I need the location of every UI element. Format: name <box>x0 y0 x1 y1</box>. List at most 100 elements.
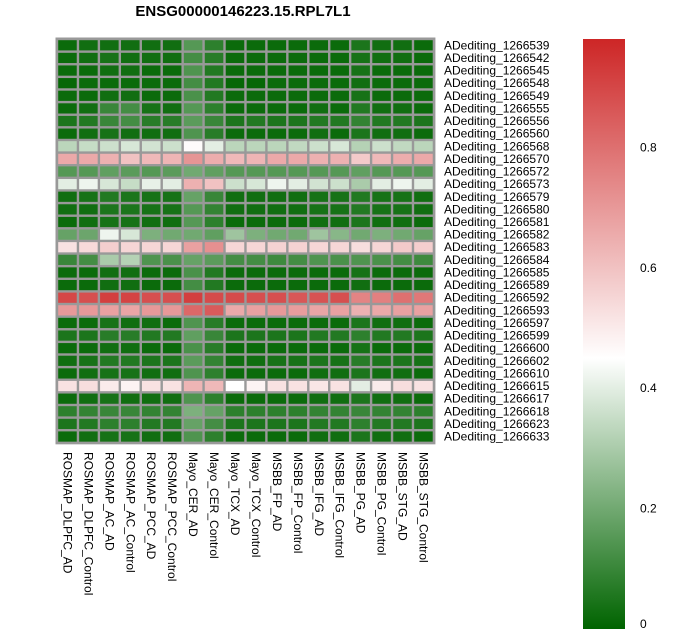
row-label: ADediting_1266539 <box>444 38 550 52</box>
heatmap-cell <box>162 343 182 354</box>
heatmap-cell <box>204 242 224 253</box>
heatmap-cell <box>58 229 77 240</box>
heatmap-cell <box>79 40 98 51</box>
heatmap-cell <box>414 65 433 76</box>
heatmap-cell <box>141 166 161 177</box>
heatmap-cell <box>204 355 224 366</box>
heatmap-cell <box>204 393 224 404</box>
colorbar: 0 0.2 0.4 0.6 0.8 <box>583 39 657 631</box>
heatmap-cell <box>372 179 391 190</box>
heatmap-cell <box>204 368 224 379</box>
heatmap-cell <box>204 216 224 228</box>
heatmap-cell <box>121 267 140 278</box>
heatmap-cell <box>414 406 433 417</box>
heatmap-cell <box>58 191 77 202</box>
heatmap-cell <box>288 229 308 240</box>
row-label: ADediting_1266572 <box>444 165 550 179</box>
heatmap-cell <box>204 406 224 417</box>
heatmap-cell <box>372 103 391 114</box>
heatmap-cell <box>246 330 266 341</box>
heatmap-cell <box>393 418 412 430</box>
heatmap-cell <box>183 368 203 379</box>
heatmap-cell <box>141 317 161 329</box>
heatmap-cell <box>141 52 161 64</box>
row-label: ADediting_1266579 <box>444 190 550 204</box>
heatmap-cell <box>58 406 77 417</box>
heatmap-cell <box>330 431 349 442</box>
heatmap-cell <box>225 343 245 354</box>
row-label: ADediting_1266560 <box>444 127 550 141</box>
heatmap-cell <box>204 141 224 152</box>
heatmap-cell <box>204 90 224 101</box>
heatmap-cell <box>58 343 77 354</box>
heatmap-cell <box>183 355 203 366</box>
heatmap-cell <box>393 216 412 228</box>
column-label: MSBB_FP_AD <box>270 452 284 532</box>
heatmap-cell <box>79 191 98 202</box>
heatmap-cell <box>58 216 77 228</box>
heatmap-cell <box>288 418 308 430</box>
heatmap-cell <box>121 355 140 366</box>
heatmap-cell <box>121 216 140 228</box>
heatmap-cell <box>204 431 224 442</box>
colorbar-tick-label: 0 <box>640 617 647 629</box>
heatmap-cell <box>79 78 98 89</box>
heatmap-cell <box>393 153 412 164</box>
heatmap-cell <box>246 305 266 316</box>
heatmap-cell <box>183 317 203 329</box>
heatmap-cell <box>309 368 329 379</box>
column-label: Mayo_CER_Control <box>207 452 221 559</box>
heatmap-cell <box>288 380 308 392</box>
heatmap-cell <box>393 242 412 253</box>
heatmap-cell <box>351 128 370 139</box>
heatmap-cell <box>309 355 329 366</box>
heatmap-cell <box>121 279 140 291</box>
heatmap-cell <box>225 78 245 89</box>
heatmap-cell <box>183 343 203 354</box>
heatmap-cell <box>121 103 140 114</box>
heatmap-cell <box>141 179 161 190</box>
heatmap-cell <box>414 115 433 127</box>
heatmap-cell <box>372 52 391 64</box>
colorbar-tick-label: 0.4 <box>640 381 657 395</box>
heatmap-cell <box>393 343 412 354</box>
heatmap-cell <box>162 355 182 366</box>
heatmap-cell <box>246 78 266 89</box>
heatmap-cell <box>393 229 412 240</box>
heatmap-cell <box>121 40 140 51</box>
column-label: MSBB_STG_Control <box>416 452 430 563</box>
heatmap-cell <box>121 393 140 404</box>
heatmap-cell <box>79 229 98 240</box>
heatmap-cell <box>351 52 370 64</box>
heatmap-cell <box>246 179 266 190</box>
heatmap-cell <box>204 204 224 215</box>
heatmap-cell <box>58 355 77 366</box>
heatmap-cell <box>183 254 203 265</box>
column-label: ROSMAP_AC_Control <box>123 452 137 573</box>
heatmap-cell <box>141 406 161 417</box>
row-label: ADediting_1266583 <box>444 240 550 254</box>
heatmap-cell <box>183 153 203 164</box>
heatmap-cell <box>351 393 370 404</box>
heatmap-cell <box>183 229 203 240</box>
heatmap-cell <box>79 52 98 64</box>
heatmap-cell <box>309 128 329 139</box>
heatmap-cell <box>79 355 98 366</box>
heatmap-cell <box>330 355 349 366</box>
heatmap-cell <box>372 191 391 202</box>
heatmap-cell <box>162 103 182 114</box>
heatmap-cell <box>225 166 245 177</box>
heatmap-cell <box>414 153 433 164</box>
heatmap-cell <box>372 254 391 265</box>
heatmap-cell <box>288 279 308 291</box>
heatmap-cell <box>414 380 433 392</box>
heatmap-cell <box>246 216 266 228</box>
colorbar-gradient <box>583 39 625 629</box>
heatmap-cell <box>141 343 161 354</box>
heatmap-cell <box>330 65 349 76</box>
heatmap-cell <box>225 330 245 341</box>
heatmap-cell <box>100 418 119 430</box>
heatmap-cell <box>79 305 98 316</box>
heatmap-cell <box>100 191 119 202</box>
row-label: ADediting_1266573 <box>444 177 550 191</box>
